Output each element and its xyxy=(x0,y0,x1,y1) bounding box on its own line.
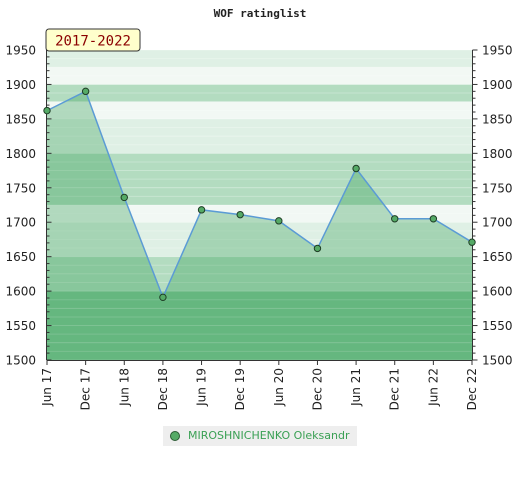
band-1800 xyxy=(47,136,472,154)
background-bands xyxy=(47,49,472,361)
band-1625 xyxy=(47,256,472,274)
y-tick-label-left: 1650 xyxy=(5,250,36,264)
band-1575 xyxy=(47,291,472,309)
y-tick-label-right: 1650 xyxy=(482,250,513,264)
band-1700 xyxy=(47,205,472,223)
x-tick-label: Dec 19 xyxy=(233,368,247,410)
y-tick-label-right: 1600 xyxy=(482,285,513,299)
band-1750 xyxy=(47,170,472,188)
y-tick-label-left: 1950 xyxy=(5,44,36,58)
x-tick-label: Jun 19 xyxy=(195,368,209,407)
y-tick-label-right: 1700 xyxy=(482,216,513,230)
data-point[interactable] xyxy=(43,106,51,115)
y-tick-label-right: 1900 xyxy=(482,78,513,92)
y-tick-label-left: 1600 xyxy=(5,285,36,299)
data-point[interactable] xyxy=(275,217,283,225)
area-layer xyxy=(46,90,473,360)
band-1875 xyxy=(47,84,472,102)
chart-title: WOF ratinglist xyxy=(214,7,307,20)
legend: MIROSHNICHENKO Oleksandr xyxy=(163,426,357,446)
x-tick-label: Jun 18 xyxy=(117,368,131,407)
band-1825 xyxy=(47,118,472,137)
data-point[interactable] xyxy=(391,215,399,223)
band-1525 xyxy=(47,325,472,343)
band-1650 xyxy=(47,239,472,257)
band-1900 xyxy=(47,67,472,85)
y-tick-label-left: 1550 xyxy=(5,319,36,333)
y-tick-label-right: 1850 xyxy=(482,112,513,126)
y-tick-label-left: 1850 xyxy=(5,112,36,126)
x-tick-label: Jun 22 xyxy=(426,368,440,407)
data-point[interactable] xyxy=(352,164,360,173)
data-point[interactable] xyxy=(120,193,128,202)
data-point[interactable] xyxy=(197,206,206,214)
data-point[interactable] xyxy=(159,293,167,302)
data-point[interactable] xyxy=(313,244,322,253)
y-tick-label-left: 1900 xyxy=(5,78,36,92)
band-1775 xyxy=(47,153,472,171)
y-tick-label-left: 1700 xyxy=(5,216,36,230)
legend-marker-icon xyxy=(170,431,180,441)
x-tick-label: Dec 18 xyxy=(156,368,170,410)
data-point[interactable] xyxy=(468,238,476,246)
y-tick-label-right: 1950 xyxy=(482,44,513,58)
y-tick-label-left: 1500 xyxy=(5,354,36,368)
x-tick-label: Dec 21 xyxy=(388,368,402,410)
legend-series-name: MIROSHNICHENKO Oleksandr xyxy=(188,429,350,442)
band-1600 xyxy=(47,273,472,292)
band-1725 xyxy=(47,187,472,205)
x-tick-label: Jun 20 xyxy=(272,368,286,407)
y-tick-label-right: 1550 xyxy=(482,319,513,333)
x-tick-label: Dec 22 xyxy=(465,368,479,410)
period-badge: 2017-2022 xyxy=(45,28,141,52)
band-1550 xyxy=(47,308,472,326)
marker-layer xyxy=(43,87,476,302)
band-1850 xyxy=(47,101,472,119)
data-point[interactable] xyxy=(429,215,438,223)
x-tick-label: Jun 17 xyxy=(40,368,54,407)
y-tick-label-left: 1800 xyxy=(5,147,36,161)
series-area xyxy=(47,91,472,360)
band-1500 xyxy=(47,342,472,360)
y-tick-label-right: 1500 xyxy=(482,354,513,368)
band-1925 xyxy=(47,50,472,68)
y-tick-label-right: 1750 xyxy=(482,181,513,195)
band-1675 xyxy=(47,222,472,240)
y-tick-label-right: 1800 xyxy=(482,147,513,161)
data-point[interactable] xyxy=(81,87,90,96)
data-point[interactable] xyxy=(236,210,244,219)
series-line xyxy=(46,90,473,300)
x-tick-label: Dec 17 xyxy=(79,368,93,410)
period-badge-label: 2017-2022 xyxy=(55,34,131,50)
axis-layer: 1500 1500 1550 1550 1600 1600 1650 1650 1700 1700… xyxy=(5,44,512,411)
x-tick-label: Dec 20 xyxy=(310,368,324,410)
y-tick-label-left: 1750 xyxy=(5,181,36,195)
x-tick-label: Jun 21 xyxy=(349,368,363,407)
